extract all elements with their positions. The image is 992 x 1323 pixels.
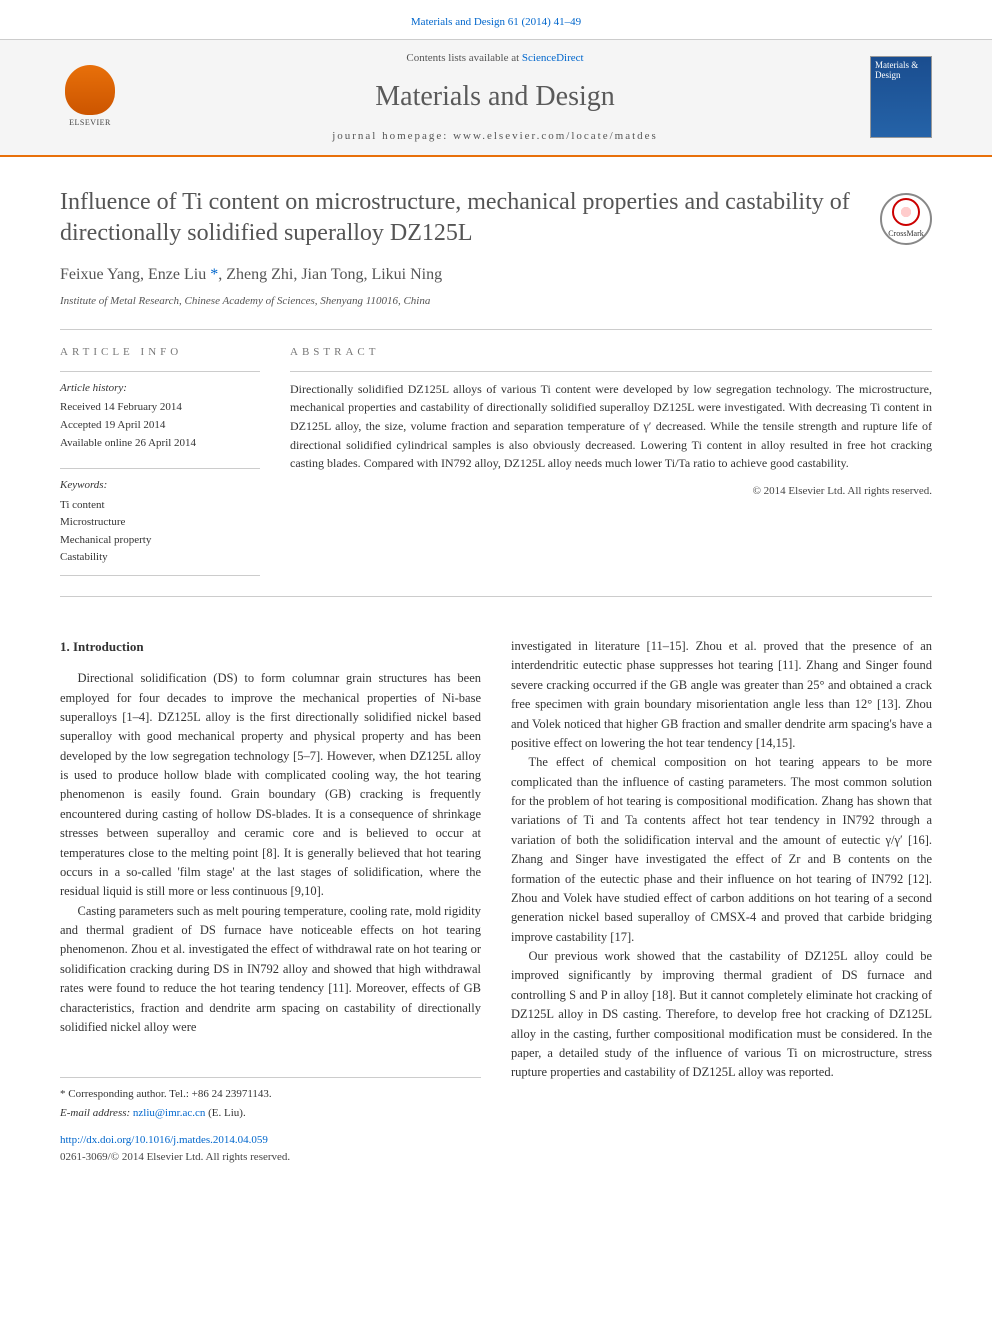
- crossmark-badge[interactable]: CrossMark: [880, 193, 932, 245]
- journal-homepage: journal homepage: www.elsevier.com/locat…: [120, 128, 870, 145]
- email-line: E-mail address: nzliu@imr.ac.cn (E. Liu)…: [60, 1105, 481, 1122]
- cover-title: Materials & Design: [875, 61, 927, 81]
- keywords-label: Keywords:: [60, 477, 260, 494]
- intro-paragraph-2: Casting parameters such as melt pouring …: [60, 902, 481, 1038]
- homepage-prefix: journal homepage:: [332, 130, 453, 142]
- sciencedirect-link[interactable]: ScienceDirect: [522, 52, 584, 64]
- crossmark-label: CrossMark: [888, 228, 924, 240]
- history-label: Article history:: [60, 380, 260, 397]
- keywords-block: Keywords: Ti content Microstructure Mech…: [60, 468, 260, 576]
- column-left: 1. Introduction Directional solidificati…: [60, 637, 481, 1166]
- intro-paragraph-3: investigated in literature [11–15]. Zhou…: [511, 637, 932, 753]
- corresponding-author-note: * Corresponding author. Tel.: +86 24 239…: [60, 1086, 481, 1103]
- abstract-label: ABSTRACT: [290, 344, 932, 361]
- received-date: Received 14 February 2014: [60, 399, 260, 417]
- authors-list: Feixue Yang, Enze Liu *, Zheng Zhi, Jian…: [60, 263, 932, 287]
- doi-link[interactable]: http://dx.doi.org/10.1016/j.matdes.2014.…: [60, 1132, 481, 1149]
- footer-block: * Corresponding author. Tel.: +86 24 239…: [60, 1077, 481, 1166]
- email-suffix: (E. Liu).: [205, 1107, 245, 1119]
- article-title: Influence of Ti content on microstructur…: [60, 187, 860, 249]
- keyword-1: Ti content: [60, 497, 260, 515]
- article-history: Article history: Received 14 February 20…: [60, 371, 260, 452]
- email-label: E-mail address:: [60, 1107, 133, 1119]
- journal-cover-thumbnail[interactable]: Materials & Design: [870, 56, 932, 138]
- corresponding-mark: *: [210, 266, 218, 283]
- footer-copyright: 0261-3069/© 2014 Elsevier Ltd. All right…: [60, 1149, 481, 1166]
- abstract-panel: ABSTRACT Directionally solidified DZ125L…: [290, 344, 932, 576]
- article-info-panel: ARTICLE INFO Article history: Received 1…: [60, 344, 260, 576]
- divider-2: [60, 596, 932, 597]
- author-5: Likui Ning: [371, 266, 442, 283]
- elsevier-logo[interactable]: ELSEVIER: [60, 62, 120, 132]
- contents-available-line: Contents lists available at ScienceDirec…: [120, 50, 870, 67]
- intro-paragraph-1: Directional solidification (DS) to form …: [60, 669, 481, 902]
- keyword-2: Microstructure: [60, 514, 260, 532]
- author-1: Feixue Yang: [60, 266, 140, 283]
- abstract-copyright: © 2014 Elsevier Ltd. All rights reserved…: [290, 483, 932, 500]
- crossmark-icon: [892, 198, 920, 226]
- abstract-text: Directionally solidified DZ125L alloys o…: [290, 371, 932, 473]
- journal-header-bar: ELSEVIER Contents lists available at Sci…: [0, 39, 992, 157]
- journal-name: Materials and Design: [120, 76, 870, 118]
- keyword-3: Mechanical property: [60, 532, 260, 550]
- article-info-label: ARTICLE INFO: [60, 344, 260, 361]
- column-right: investigated in literature [11–15]. Zhou…: [511, 637, 932, 1166]
- author-2-corresponding: Enze Liu: [148, 266, 206, 283]
- author-3: Zheng Zhi: [226, 266, 293, 283]
- author-4: Jian Tong: [301, 266, 363, 283]
- keyword-4: Castability: [60, 549, 260, 567]
- intro-paragraph-5: Our previous work showed that the castab…: [511, 947, 932, 1083]
- homepage-url[interactable]: www.elsevier.com/locate/matdes: [453, 130, 658, 142]
- intro-paragraph-4: The effect of chemical composition on ho…: [511, 753, 932, 947]
- contents-prefix: Contents lists available at: [406, 52, 521, 64]
- header-citation: Materials and Design 61 (2014) 41–49: [0, 0, 992, 39]
- divider: [60, 329, 932, 330]
- accepted-date: Accepted 19 April 2014: [60, 417, 260, 435]
- online-date: Available online 26 April 2014: [60, 435, 260, 453]
- affiliation: Institute of Metal Research, Chinese Aca…: [60, 293, 932, 310]
- body-columns: 1. Introduction Directional solidificati…: [60, 637, 932, 1166]
- introduction-heading: 1. Introduction: [60, 637, 481, 657]
- publisher-name: ELSEVIER: [69, 117, 111, 129]
- email-address[interactable]: nzliu@imr.ac.cn: [133, 1107, 205, 1119]
